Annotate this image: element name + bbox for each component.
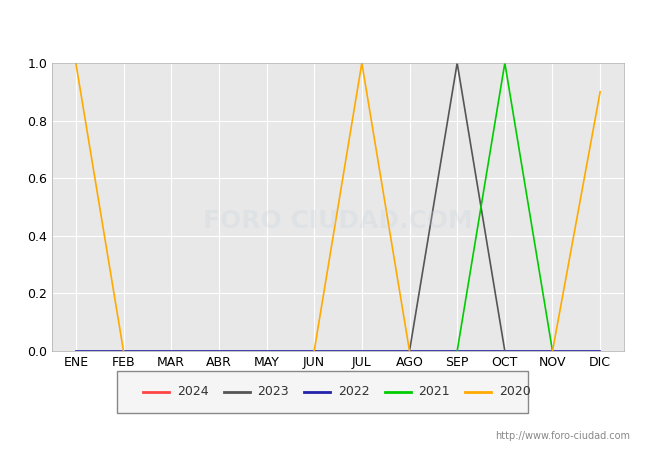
- FancyBboxPatch shape: [117, 371, 528, 413]
- Text: 2020: 2020: [499, 385, 531, 398]
- Text: 2023: 2023: [257, 385, 289, 398]
- Text: FORO CIUDAD.COM: FORO CIUDAD.COM: [203, 209, 473, 234]
- Text: http://www.foro-ciudad.com: http://www.foro-ciudad.com: [495, 431, 630, 441]
- Text: 2024: 2024: [177, 385, 209, 398]
- Text: Matriculaciones de Vehiculos en Villarmuerto: Matriculaciones de Vehiculos en Villarmu…: [122, 18, 528, 36]
- Text: 2022: 2022: [338, 385, 370, 398]
- Text: 2021: 2021: [419, 385, 450, 398]
